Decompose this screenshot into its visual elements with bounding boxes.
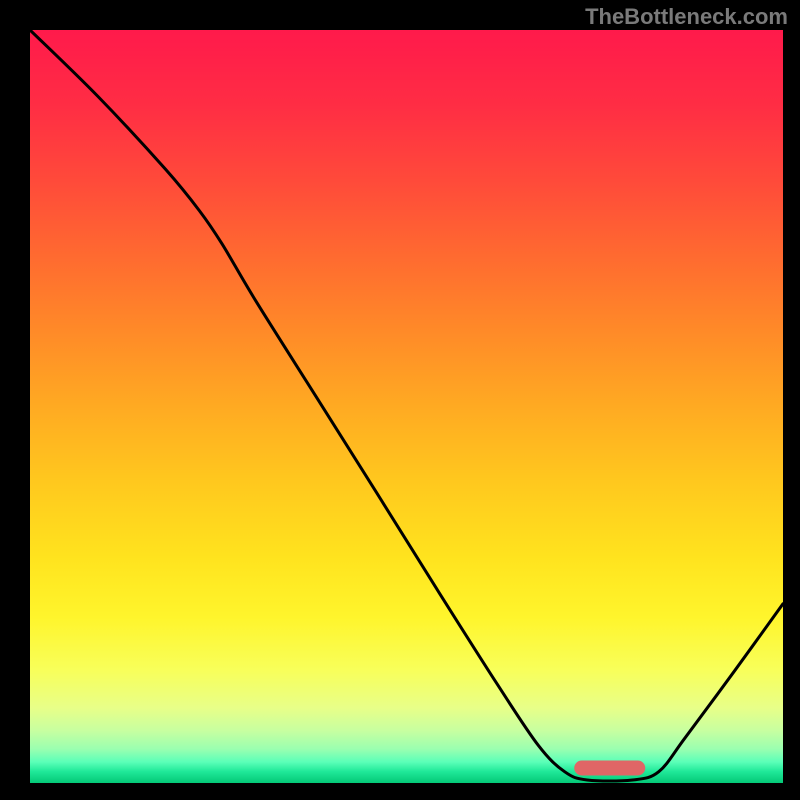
bottleneck-curve	[30, 30, 783, 783]
chart-plot-area	[30, 30, 783, 783]
optimal-range-marker	[574, 760, 646, 775]
watermark-text: TheBottleneck.com	[585, 4, 788, 30]
